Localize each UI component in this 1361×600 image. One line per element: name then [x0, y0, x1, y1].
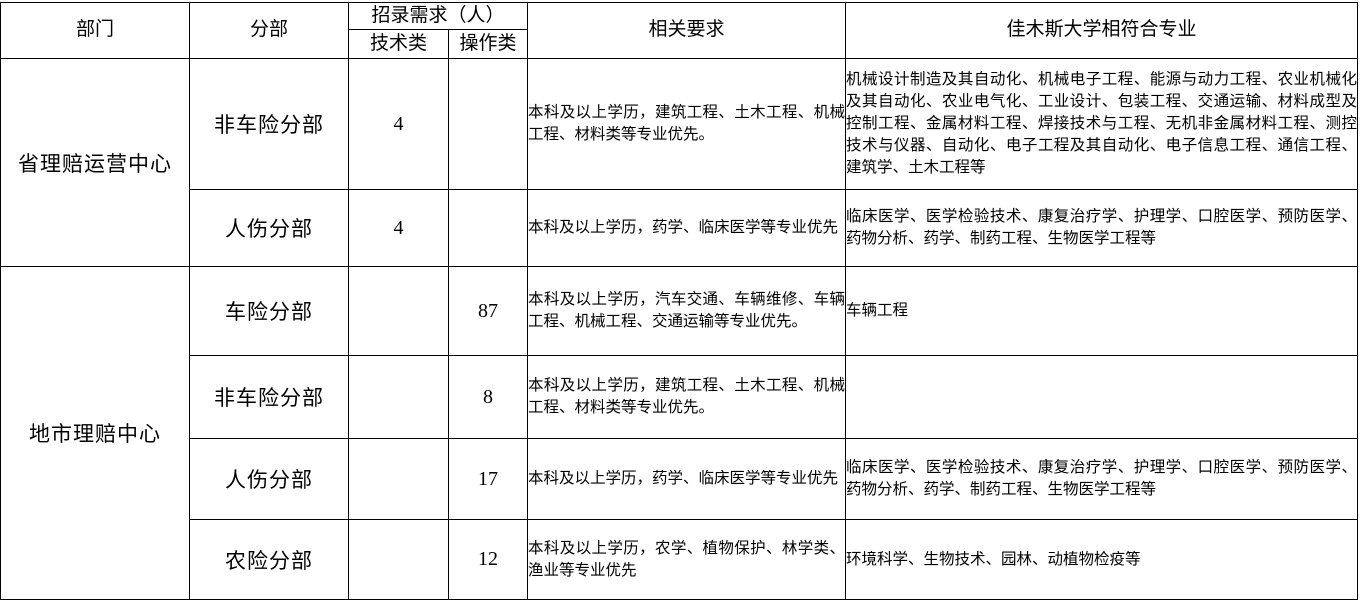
cell-subdepartment: 非车险分部	[189, 58, 349, 190]
cell-demand-technical: 4	[348, 58, 449, 190]
header-demand-operational: 操作类	[447, 29, 529, 59]
cell-requirements: 本科及以上学历，建筑工程、土木工程、机械工程、材料类等专业优先。	[527, 355, 847, 439]
majors-text: 临床医学、医学检验技术、康复治疗学、护理学、口腔医学、预防医学、药物分析、药学、…	[846, 459, 1358, 498]
table-header: 部门 分部 招录需求（人） 相关要求 佳木斯大学相符合专业 技术类 操作类	[0, 2, 1359, 59]
requirements-text: 本科及以上学历，汽车交通、车辆维修、车辆工程、机械工程、交通运输等专业优先。	[528, 291, 846, 330]
cell-demand-technical	[348, 519, 449, 600]
majors-text: 车辆工程	[846, 302, 909, 319]
cell-requirements: 本科及以上学历，汽车交通、车辆维修、车辆工程、机械工程、交通运输等专业优先。	[527, 266, 847, 356]
cell-demand-operational: 12	[447, 519, 529, 600]
cell-majors: 机械设计制造及其自动化、机械电子工程、能源与动力工程、农业机械化及其自动化、农业…	[845, 58, 1359, 190]
table-row: 非车险分部 8 本科及以上学历，建筑工程、土木工程、机械工程、材料类等专业优先。	[1, 355, 1359, 439]
table-body: 省理赔运营中心 非车险分部 4 本科及以上学历，建筑工程、土木工程、机械工程、材…	[0, 58, 1359, 600]
header-department: 部门	[0, 2, 190, 59]
requirements-text: 本科及以上学历，建筑工程、土木工程、机械工程、材料类等专业优先。	[528, 377, 846, 416]
header-row-sub: 技术类 操作类	[1, 29, 1358, 59]
table-row: 人伤分部 4 本科及以上学历，药学、临床医学等专业优先 临床医学、医学检验技术、…	[1, 189, 1359, 267]
cell-subdepartment: 车险分部	[189, 266, 349, 356]
requirements-text: 本科及以上学历，农学、植物保护、林学类、渔业等专业优先	[528, 539, 846, 579]
cell-department: 地市理赔中心	[0, 266, 190, 600]
cell-requirements: 本科及以上学历，建筑工程、土木工程、机械工程、材料类等专业优先。	[527, 58, 847, 190]
cell-majors	[845, 355, 1359, 439]
header-majors: 佳木斯大学相符合专业	[845, 2, 1359, 59]
cell-subdepartment: 人伤分部	[189, 189, 349, 267]
cell-demand-technical	[348, 438, 449, 520]
header-requirements: 相关要求	[527, 2, 847, 59]
cell-subdepartment: 非车险分部	[189, 355, 349, 439]
header-demand-group: 招录需求（人）	[347, 2, 529, 30]
header-row-top: 部门 分部 招录需求（人） 相关要求 佳木斯大学相符合专业	[0, 2, 1359, 59]
cell-requirements: 本科及以上学历，药学、临床医学等专业优先	[527, 438, 847, 520]
cell-requirements: 本科及以上学历，农学、植物保护、林学类、渔业等专业优先	[527, 519, 847, 600]
requirements-text: 本科及以上学历，药学、临床医学等专业优先	[528, 470, 839, 487]
cell-demand-technical	[348, 266, 449, 356]
cell-requirements: 本科及以上学历，药学、临床医学等专业优先	[527, 189, 847, 267]
cell-majors: 临床医学、医学检验技术、康复治疗学、护理学、口腔医学、预防医学、药物分析、药学、…	[845, 189, 1359, 267]
cell-department: 省理赔运营中心	[0, 58, 190, 267]
cell-demand-technical	[348, 355, 449, 439]
cell-demand-technical: 4	[348, 189, 449, 267]
cell-subdepartment: 农险分部	[189, 519, 349, 600]
majors-text: 机械设计制造及其自动化、机械电子工程、能源与动力工程、农业机械化及其自动化、农业…	[846, 71, 1358, 176]
table-row: 人伤分部 17 本科及以上学历，药学、临床医学等专业优先 临床医学、医学检验技术…	[1, 438, 1359, 520]
cell-majors: 环境科学、生物技术、园林、动植物检疫等	[845, 519, 1359, 600]
requirements-text: 本科及以上学历，药学、临床医学等专业优先	[528, 219, 839, 236]
header-demand-technical: 技术类	[348, 29, 449, 59]
cell-demand-operational	[447, 58, 529, 190]
cell-demand-operational	[447, 189, 529, 267]
table-row: 农险分部 12 本科及以上学历，农学、植物保护、林学类、渔业等专业优先 环境科学…	[1, 519, 1359, 600]
requirements-text: 本科及以上学历，建筑工程、土木工程、机械工程、材料类等专业优先。	[528, 104, 846, 143]
table-row: 省理赔运营中心 非车险分部 4 本科及以上学历，建筑工程、土木工程、机械工程、材…	[0, 58, 1359, 267]
header-subdepartment: 分部	[189, 2, 349, 59]
majors-text: 临床医学、医学检验技术、康复治疗学、护理学、口腔医学、预防医学、药物分析、药学、…	[846, 208, 1358, 247]
cell-demand-operational: 8	[447, 355, 529, 439]
cell-demand-operational: 87	[447, 266, 529, 356]
table-row: 地市理赔中心 车险分部 87 本科及以上学历，汽车交通、车辆维修、车辆工程、机械…	[0, 266, 1359, 600]
cell-subdepartment: 人伤分部	[189, 438, 349, 520]
cell-majors: 车辆工程	[845, 266, 1359, 356]
cell-demand-operational: 17	[447, 438, 529, 520]
cell-majors: 临床医学、医学检验技术、康复治疗学、护理学、口腔医学、预防医学、药物分析、药学、…	[845, 438, 1359, 520]
majors-text: 环境科学、生物技术、园林、动植物检疫等	[846, 550, 1141, 568]
